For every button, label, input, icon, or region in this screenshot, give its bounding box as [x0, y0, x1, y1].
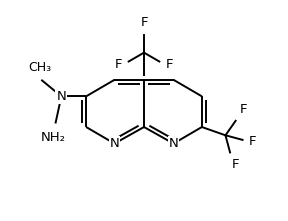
Text: NH₂: NH₂ — [41, 131, 66, 144]
Text: F: F — [239, 103, 247, 116]
Text: F: F — [232, 158, 239, 171]
Text: F: F — [115, 58, 122, 71]
Text: N: N — [56, 90, 66, 103]
Text: N: N — [110, 137, 119, 150]
Text: F: F — [140, 16, 148, 29]
Text: CH₃: CH₃ — [29, 61, 52, 74]
Text: F: F — [249, 135, 256, 148]
Text: N: N — [169, 137, 178, 150]
Text: F: F — [166, 58, 173, 71]
